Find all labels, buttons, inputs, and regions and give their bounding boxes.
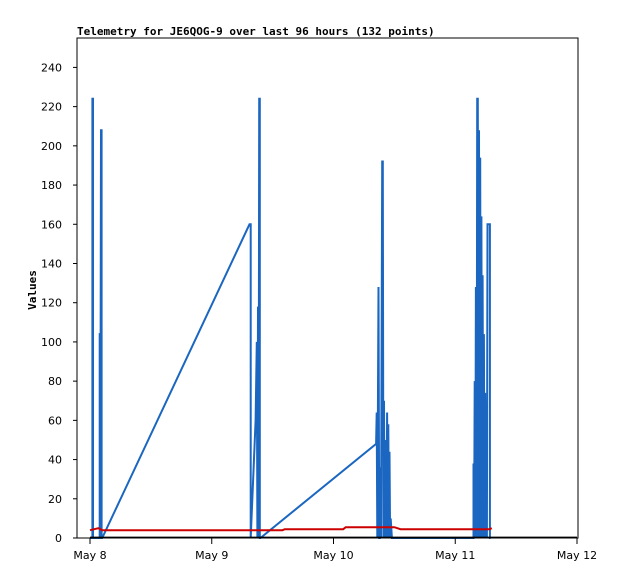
chart-title: Telemetry for JE6QOG-9 over last 96 hour… (77, 25, 435, 38)
y-tick-label: 240 (41, 61, 62, 74)
y-tick-label: 0 (55, 532, 62, 545)
series-layer (89, 97, 577, 539)
series-line-2 (89, 526, 493, 532)
y-tick-label: 120 (41, 297, 62, 310)
y-tick-label: 100 (41, 336, 62, 349)
x-tick-label: May 8 (73, 549, 106, 562)
y-tick-label: 80 (48, 375, 62, 388)
x-tick-label: May 12 (557, 549, 597, 562)
y-tick-label: 160 (41, 218, 62, 231)
plot-frame (76, 37, 579, 539)
x-tick-label: May 11 (435, 549, 475, 562)
y-tick-label: 180 (41, 179, 62, 192)
y-tick-label: 140 (41, 257, 62, 270)
x-tick-label: May 10 (313, 549, 353, 562)
y-tick-label: 20 (48, 493, 62, 506)
series-line-1 (90, 97, 491, 539)
y-axis-label: Values (26, 270, 39, 310)
y-tick-label: 220 (41, 101, 62, 114)
y-tick-label: 60 (48, 414, 62, 427)
y-tick-label: 200 (41, 140, 62, 153)
x-tick-label: May 9 (195, 549, 228, 562)
x-axis: May 8 May 9 May 10 May 11 May 12 (73, 538, 597, 562)
y-axis: 0 20 40 60 80 100 120 140 160 180 200 220 240 (41, 61, 77, 545)
y-tick-label: 40 (48, 454, 62, 467)
